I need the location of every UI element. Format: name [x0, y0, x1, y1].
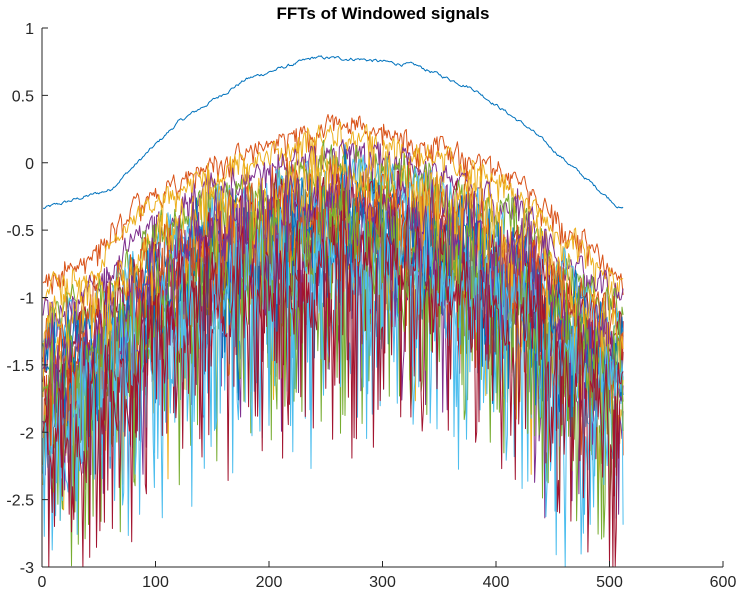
chart-title: FFTs of Windowed signals [277, 4, 490, 23]
y-tick-label: 0.5 [12, 88, 34, 105]
y-tick-label: -0.5 [6, 223, 34, 240]
plot-area [42, 55, 624, 568]
y-tick-label: -2 [20, 425, 34, 442]
y-tick-label: -1 [20, 291, 34, 308]
x-tick-label: 0 [38, 574, 47, 591]
y-tick-label: 1 [25, 21, 34, 38]
series-line-4 [42, 139, 624, 353]
y-tick-label: -3 [20, 560, 34, 577]
series-line-3 [42, 121, 624, 306]
x-tick-label: 500 [596, 574, 623, 591]
series-line-20 [42, 196, 624, 556]
series-line-18 [42, 150, 624, 445]
series-line-1 [42, 55, 624, 209]
x-tick-label: 600 [710, 574, 737, 591]
y-axis-ticks: 1 0.5 0 -0.5 -1 -1.5 -2 -2.5 -3 [6, 21, 48, 577]
series-line-19 [42, 181, 624, 513]
x-tick-label: 400 [483, 574, 510, 591]
x-axis-ticks: 0 100 200 300 400 500 600 [38, 561, 737, 591]
x-tick-label: 100 [142, 574, 169, 591]
series-line-21 [42, 190, 624, 568]
y-tick-label: -2.5 [6, 493, 34, 510]
y-tick-label: -1.5 [6, 358, 34, 375]
series-line-2 [42, 114, 624, 295]
y-tick-label: 0 [25, 156, 34, 173]
x-tick-label: 200 [256, 574, 283, 591]
x-tick-label: 300 [369, 574, 396, 591]
